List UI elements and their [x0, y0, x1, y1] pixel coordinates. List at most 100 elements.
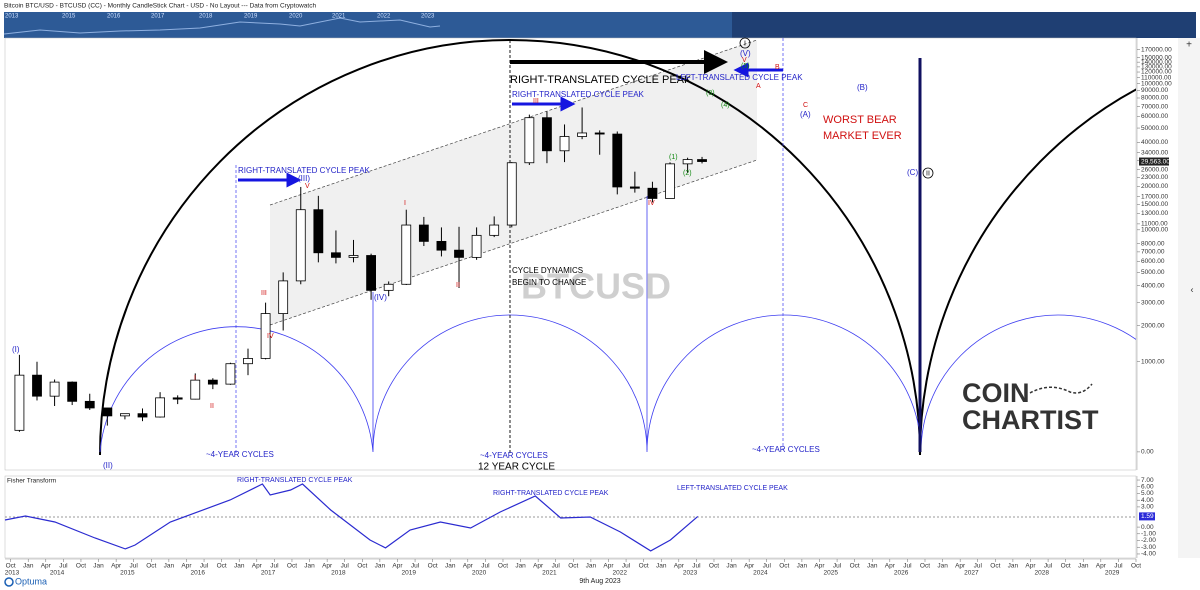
x-tick-label: Jul	[903, 563, 912, 570]
candle-body	[313, 209, 324, 254]
x-tick-label: Apr	[814, 563, 825, 570]
annotation: WORST BEAR	[823, 114, 897, 126]
x-tick-label: Oct	[779, 563, 789, 570]
y-tick-label: 0.00	[1141, 449, 1154, 456]
overview-year: 2013	[5, 14, 19, 20]
y-tick-label: 13000.00	[1141, 210, 1168, 217]
x-tick-label: Jul	[1044, 563, 1053, 570]
wave-label: (B)	[857, 83, 868, 92]
annotation: LEFT-TRANSLATED CYCLE PEAK	[677, 485, 788, 492]
y-tick-label: 100000.00	[1141, 80, 1172, 87]
y-tick-label: 4.00	[1141, 497, 1154, 504]
x-tick-label: Oct	[6, 563, 16, 570]
x-tick-label: Jan	[586, 563, 597, 570]
wave-label: B	[775, 64, 780, 71]
watermark: BTCUSD	[521, 266, 671, 307]
y-tick-label: 130000.00	[1141, 64, 1172, 71]
wave-label: A	[756, 83, 761, 90]
collapse-button[interactable]: ‹	[1191, 284, 1194, 294]
x-tick-label: Apr	[674, 563, 685, 570]
annotation: RIGHT-TRANSLATED CYCLE PEAK	[493, 490, 609, 497]
x-tick-label: Apr	[603, 563, 614, 570]
x-tick-label: Oct	[146, 563, 156, 570]
y-tick-label: 26000.00	[1141, 166, 1168, 173]
x-tick-label: Apr	[463, 563, 474, 570]
wave-label: (I)	[12, 345, 20, 354]
candle-body	[207, 379, 218, 385]
y-tick-label: 20000.00	[1141, 183, 1168, 190]
logo-text: CHARTIST	[962, 405, 1099, 435]
wave-label: I	[744, 40, 746, 47]
overview-years: 2013 2015 2016 2017 2018 2019 2020 2021 2022 2023	[5, 14, 435, 20]
year-label: 2020	[472, 570, 487, 577]
logo-mark	[1029, 383, 1093, 394]
candle-body	[697, 159, 707, 162]
candle-body	[506, 162, 517, 226]
candle-body	[454, 249, 464, 258]
candles	[14, 107, 707, 432]
annotation: RIGHT-TRANSLATED CYCLE PEAK	[510, 74, 692, 86]
candle-body	[137, 413, 148, 418]
x-tick-label: Jul	[130, 563, 139, 570]
wave-label: II	[210, 403, 214, 410]
x-tick-label: Jan	[234, 563, 245, 570]
candle-body	[49, 381, 60, 397]
year-label: 2027	[964, 570, 979, 577]
candle-body	[594, 132, 605, 135]
y-tick-label: 7.00	[1141, 477, 1154, 484]
x-tick-label: Apr	[322, 563, 333, 570]
candle-body	[524, 117, 535, 164]
wave-label: II	[926, 170, 930, 177]
wave-label: III	[261, 290, 267, 297]
y-tick-label: 15000.00	[1141, 201, 1168, 208]
y-tick-label: -3.00	[1141, 544, 1156, 551]
year-label: 2014	[50, 570, 65, 577]
y-tick-label: -4.00	[1141, 551, 1156, 558]
x-tick-label: Jan	[445, 563, 456, 570]
last-price-box	[1139, 157, 1169, 166]
wave-label: (1)	[669, 154, 678, 161]
annotation: 12 YEAR CYCLE	[478, 462, 555, 473]
wave-label: (IV)	[374, 293, 387, 302]
logo-text: COIN	[962, 378, 1030, 408]
wave-label: I	[194, 375, 196, 382]
wave-label: C	[803, 102, 808, 109]
x-tick-label: Jul	[622, 563, 631, 570]
candle-body	[260, 313, 271, 359]
x-tick-label: Jul	[59, 563, 68, 570]
x-tick-label: Apr	[744, 563, 755, 570]
last-value-box	[1139, 512, 1155, 521]
y-tick-label: 6.00	[1141, 483, 1154, 490]
year-label: 2016	[190, 570, 205, 577]
y-tick-label: 10000.00	[1141, 227, 1168, 234]
y-tick-label: 70000.00	[1141, 103, 1168, 110]
x-tick-label: Jul	[833, 563, 842, 570]
header-bar	[0, 0, 1200, 12]
candle-body	[67, 381, 78, 402]
x-tick-label: Jan	[164, 563, 175, 570]
x-tick-label: Apr	[533, 563, 544, 570]
candle-body	[225, 363, 236, 385]
x-tick-label: Jan	[726, 563, 737, 570]
fisher-line	[4, 483, 699, 552]
x-tick-label: Jul	[692, 563, 701, 570]
wave-circle	[922, 167, 934, 179]
brand: Optuma	[15, 576, 47, 586]
zoom-button[interactable]: +	[1186, 40, 1192, 51]
y-tick-label: 60000.00	[1141, 113, 1168, 120]
candle-body	[295, 209, 306, 282]
candle-body	[542, 117, 552, 152]
year-label: 2015	[120, 570, 135, 577]
overview-year: 2023	[421, 14, 435, 20]
wave-label: I	[404, 200, 406, 207]
x-tick-label: Oct	[1131, 563, 1141, 570]
y-tick-label: 11000.00	[1141, 221, 1168, 228]
year-label: 2019	[401, 570, 416, 577]
year-label: 2024	[753, 570, 768, 577]
candle-body	[84, 400, 95, 409]
candle-body	[559, 136, 570, 152]
candle-body	[401, 224, 412, 285]
wave-circle	[739, 37, 751, 49]
x-tick-label: Jul	[341, 563, 350, 570]
